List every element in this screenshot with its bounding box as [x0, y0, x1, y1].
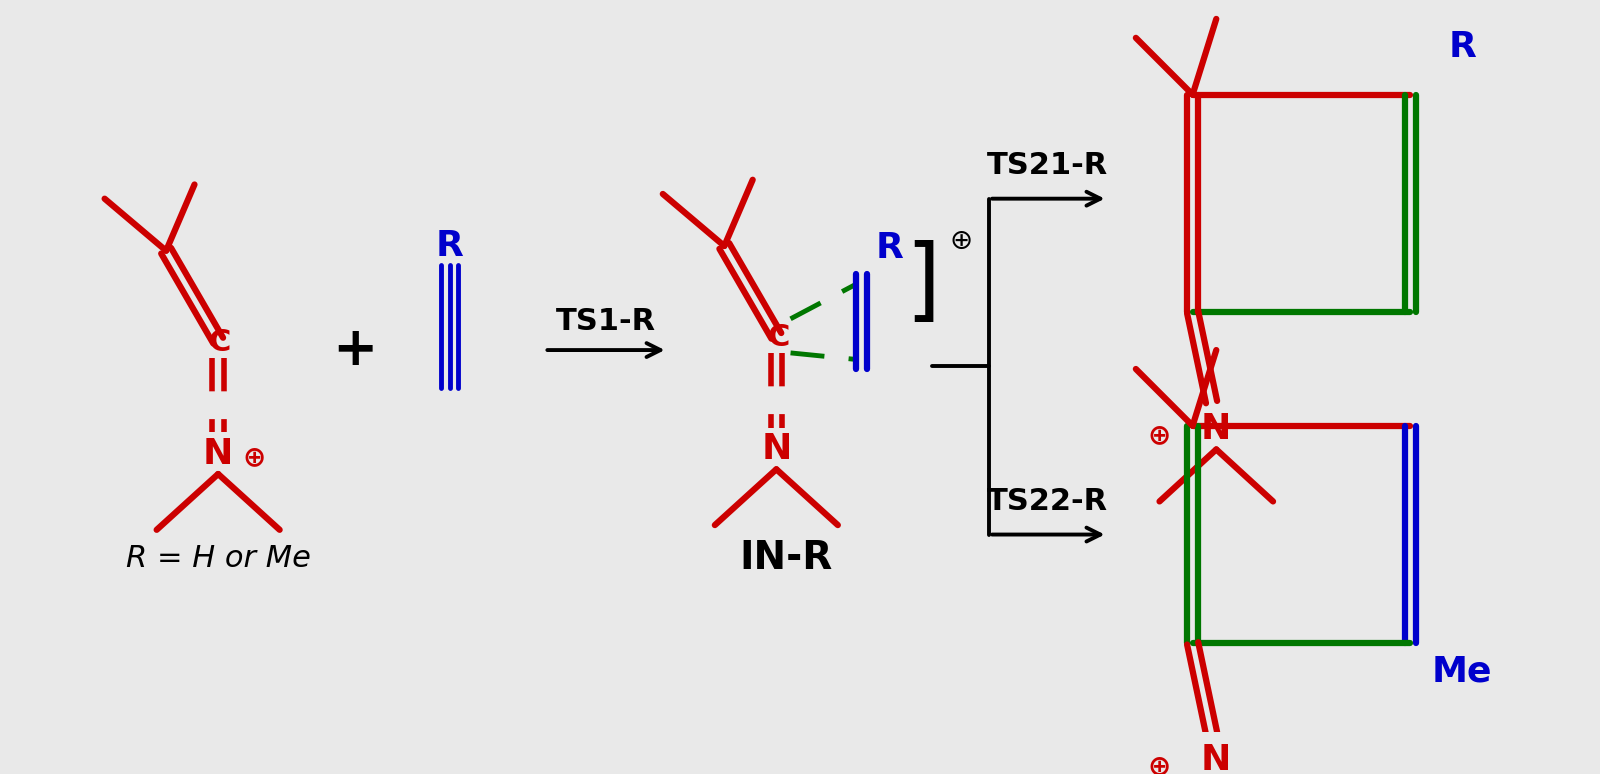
Text: TS22-R: TS22-R — [987, 487, 1109, 516]
Text: ]: ] — [906, 240, 941, 328]
Text: R: R — [437, 229, 464, 263]
Text: ⊕: ⊕ — [1147, 752, 1171, 774]
Text: N: N — [762, 433, 792, 467]
Text: ⊕: ⊕ — [243, 443, 266, 471]
Text: IN-R: IN-R — [739, 539, 832, 577]
Text: Me: Me — [1432, 655, 1493, 689]
Text: TS1-R: TS1-R — [555, 307, 656, 336]
Text: N: N — [203, 437, 234, 471]
Text: +: + — [333, 324, 378, 376]
Text: R: R — [875, 231, 904, 265]
Text: C: C — [210, 328, 232, 357]
Text: N: N — [1202, 743, 1232, 774]
Text: ⊕: ⊕ — [1147, 421, 1171, 449]
Text: R: R — [1448, 30, 1477, 64]
Text: C: C — [766, 324, 789, 352]
Text: ⊕: ⊕ — [949, 228, 973, 255]
Text: TS21-R: TS21-R — [987, 151, 1109, 180]
Text: N: N — [1202, 412, 1232, 446]
Text: R = H or Me: R = H or Me — [126, 543, 310, 573]
